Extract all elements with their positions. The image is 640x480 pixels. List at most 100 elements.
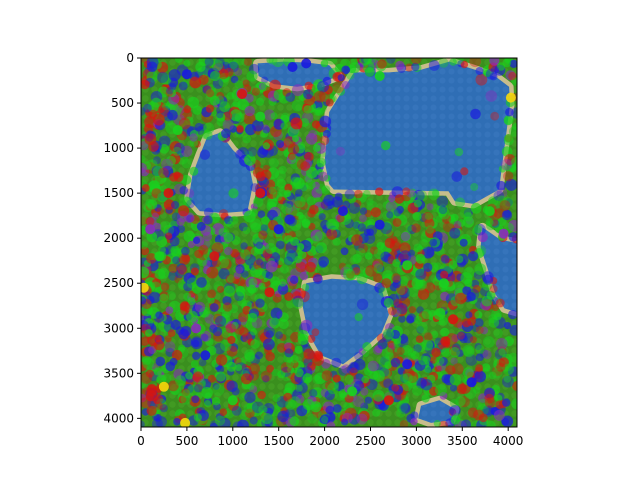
overlay-point bbox=[407, 352, 416, 362]
overlay-point bbox=[164, 335, 172, 343]
overlay-point bbox=[367, 218, 376, 227]
overlay-point bbox=[414, 360, 426, 371]
data-point-red bbox=[163, 188, 174, 199]
overlay-point bbox=[174, 58, 183, 63]
overlay-point bbox=[467, 288, 480, 301]
overlay-point bbox=[231, 387, 240, 396]
overlay-point bbox=[311, 328, 320, 337]
overlay-point bbox=[263, 326, 275, 338]
overlay-point bbox=[489, 284, 498, 293]
overlay-point bbox=[401, 344, 413, 356]
overlay-point bbox=[255, 298, 265, 308]
overlay-point bbox=[272, 394, 281, 403]
overlay-point bbox=[276, 342, 287, 353]
overlay-point bbox=[297, 329, 309, 342]
overlay-point bbox=[189, 166, 199, 176]
overlay-point bbox=[325, 405, 335, 415]
overlay-point bbox=[198, 378, 206, 387]
overlay-point bbox=[493, 409, 505, 421]
overlay-point bbox=[175, 269, 185, 279]
overlay-point bbox=[483, 406, 493, 416]
data-point-purple bbox=[498, 228, 509, 239]
overlay-point bbox=[337, 74, 345, 82]
overlay-point bbox=[219, 315, 229, 326]
overlay-point bbox=[449, 227, 461, 239]
overlay-point bbox=[503, 322, 512, 330]
overlay-point bbox=[279, 264, 290, 274]
overlay-point bbox=[155, 356, 166, 367]
overlay-point bbox=[171, 349, 183, 361]
overlay-point bbox=[234, 112, 245, 123]
overlay-point bbox=[262, 142, 270, 150]
overlay-point bbox=[410, 411, 419, 420]
overlay-point bbox=[325, 98, 334, 107]
overlay-point bbox=[295, 261, 307, 273]
overlay-point bbox=[239, 409, 250, 421]
overlay-point bbox=[160, 282, 170, 292]
overlay-point bbox=[168, 69, 181, 82]
overlay-point bbox=[248, 258, 257, 267]
overlay-point bbox=[398, 402, 411, 415]
overlay-point bbox=[473, 224, 483, 234]
overlay-point bbox=[316, 242, 327, 254]
overlay-point bbox=[209, 422, 218, 427]
data-point-red bbox=[209, 251, 220, 262]
overlay-point bbox=[341, 364, 352, 374]
overlay-point bbox=[475, 344, 485, 354]
overlay-point bbox=[421, 211, 434, 224]
overlay-point bbox=[336, 87, 346, 96]
overlay-point bbox=[290, 159, 301, 170]
overlay-point bbox=[426, 248, 435, 258]
overlay-point bbox=[141, 420, 145, 427]
overlay-point bbox=[260, 370, 272, 382]
overlay-point bbox=[332, 81, 345, 94]
overlay-point bbox=[364, 233, 376, 244]
overlay-point bbox=[484, 397, 496, 408]
overlay-point bbox=[202, 259, 211, 269]
overlay-point bbox=[260, 81, 271, 92]
overlay-point bbox=[458, 396, 470, 408]
overlay-point bbox=[235, 149, 245, 159]
overlay-point bbox=[222, 296, 232, 306]
overlay-point bbox=[278, 318, 289, 330]
overlay-point bbox=[152, 165, 164, 177]
overlay-point bbox=[182, 389, 191, 398]
overlay-point bbox=[218, 76, 229, 87]
overlay-point bbox=[283, 392, 293, 402]
overlay-point bbox=[455, 197, 466, 208]
overlay-point bbox=[493, 328, 503, 339]
overlay-point bbox=[472, 226, 482, 236]
overlay-point bbox=[418, 239, 429, 250]
overlay-point bbox=[459, 238, 468, 247]
overlay-point bbox=[312, 354, 324, 367]
overlay-point bbox=[414, 315, 423, 325]
overlay-point bbox=[364, 396, 372, 404]
x-tick-label: 1000 bbox=[218, 434, 249, 448]
overlay-point bbox=[410, 418, 418, 426]
overlay-point bbox=[269, 79, 281, 92]
overlay-point bbox=[427, 374, 436, 384]
overlay-point bbox=[415, 335, 424, 344]
overlay-point bbox=[192, 351, 201, 360]
overlay-point bbox=[416, 190, 427, 201]
overlay-point bbox=[396, 401, 409, 413]
overlay-point bbox=[456, 331, 467, 342]
overlay-point bbox=[183, 272, 195, 284]
overlay-point bbox=[356, 192, 367, 203]
data-point-red bbox=[255, 188, 266, 199]
overlay-point bbox=[234, 67, 243, 76]
overlay-point bbox=[266, 187, 278, 199]
overlay-point bbox=[148, 109, 158, 119]
overlay-point bbox=[508, 219, 517, 232]
overlay-point bbox=[452, 413, 462, 423]
overlay-point bbox=[452, 58, 464, 65]
overlay-point bbox=[310, 88, 319, 97]
overlay-point bbox=[266, 58, 274, 64]
overlay-point bbox=[392, 259, 401, 268]
overlay-point bbox=[438, 205, 448, 215]
overlay-point bbox=[502, 197, 514, 208]
overlay-point bbox=[281, 372, 291, 382]
overlay-point bbox=[507, 366, 517, 377]
data-point-green bbox=[484, 206, 495, 217]
